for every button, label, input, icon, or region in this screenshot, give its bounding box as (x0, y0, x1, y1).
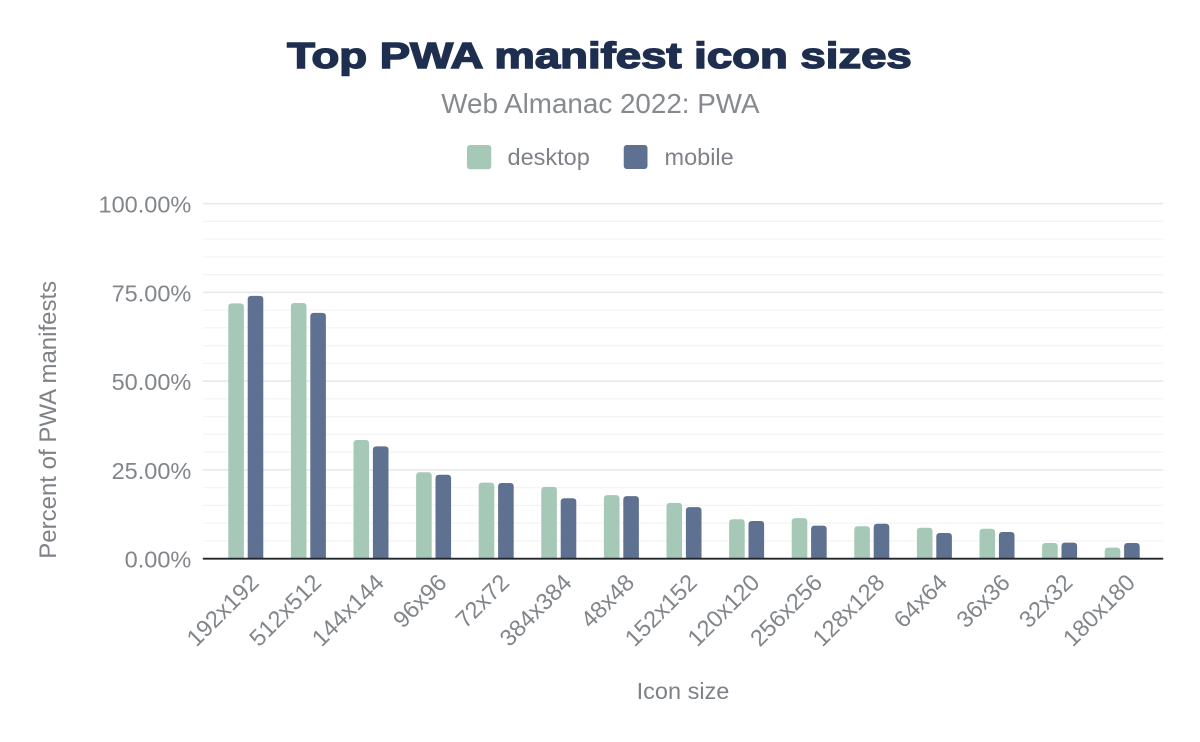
svg-text:desktop: desktop (508, 144, 590, 170)
svg-text:25.00%: 25.00% (112, 458, 192, 484)
svg-text:Web Almanac 2022: PWA: Web Almanac 2022: PWA (441, 88, 760, 119)
svg-text:Percent of PWA manifests: Percent of PWA manifests (35, 281, 62, 559)
svg-text:mobile: mobile (665, 144, 734, 170)
svg-text:Icon size: Icon size (637, 678, 730, 704)
svg-text:100.00%: 100.00% (99, 192, 192, 218)
svg-text:50.00%: 50.00% (112, 369, 192, 395)
svg-text:Top PWA manifest icon sizes: Top PWA manifest icon sizes (287, 36, 912, 76)
svg-text:75.00%: 75.00% (112, 280, 192, 306)
svg-text:0.00%: 0.00% (125, 547, 192, 573)
